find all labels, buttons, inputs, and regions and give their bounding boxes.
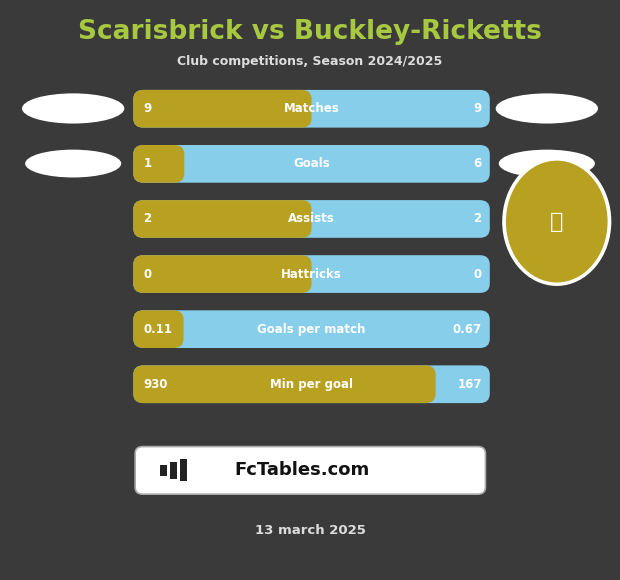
Text: 1: 1 [143,157,151,171]
FancyBboxPatch shape [135,447,485,494]
FancyBboxPatch shape [133,310,184,348]
Bar [160,465,167,476]
Text: Goals: Goals [293,157,330,171]
Text: 0.11: 0.11 [143,322,172,336]
Ellipse shape [506,161,608,282]
Bar [170,462,177,478]
Ellipse shape [25,150,121,177]
Text: 9: 9 [474,102,482,115]
Text: Club competitions, Season 2024/2025: Club competitions, Season 2024/2025 [177,55,443,68]
Text: Hattricks: Hattricks [281,267,342,281]
FancyBboxPatch shape [133,90,312,128]
Text: Goals per match: Goals per match [257,322,366,336]
FancyBboxPatch shape [133,145,184,183]
Text: 0.67: 0.67 [453,322,482,336]
Text: 167: 167 [457,378,482,391]
FancyBboxPatch shape [133,200,490,238]
FancyBboxPatch shape [133,255,312,293]
FancyBboxPatch shape [133,310,490,348]
Text: 2: 2 [474,212,482,226]
Text: 6: 6 [474,157,482,171]
Text: 13 march 2025: 13 march 2025 [255,524,365,537]
FancyBboxPatch shape [133,90,490,128]
FancyBboxPatch shape [133,365,490,403]
Text: 0: 0 [474,267,482,281]
Ellipse shape [496,93,598,124]
Text: Matches: Matches [284,102,339,115]
Ellipse shape [22,93,124,124]
FancyBboxPatch shape [133,200,312,238]
Text: 0: 0 [143,267,151,281]
Ellipse shape [502,157,611,286]
FancyBboxPatch shape [133,145,490,183]
Text: 930: 930 [143,378,168,391]
Text: Assists: Assists [288,212,335,226]
Text: FcTables.com: FcTables.com [234,461,370,480]
Text: 2: 2 [143,212,151,226]
Text: ⚽: ⚽ [550,212,564,231]
Bar [180,459,187,481]
Text: 9: 9 [143,102,151,115]
Text: Min per goal: Min per goal [270,378,353,391]
Ellipse shape [498,150,595,177]
FancyBboxPatch shape [133,365,436,403]
FancyBboxPatch shape [133,255,490,293]
Text: Scarisbrick vs Buckley-Ricketts: Scarisbrick vs Buckley-Ricketts [78,19,542,45]
